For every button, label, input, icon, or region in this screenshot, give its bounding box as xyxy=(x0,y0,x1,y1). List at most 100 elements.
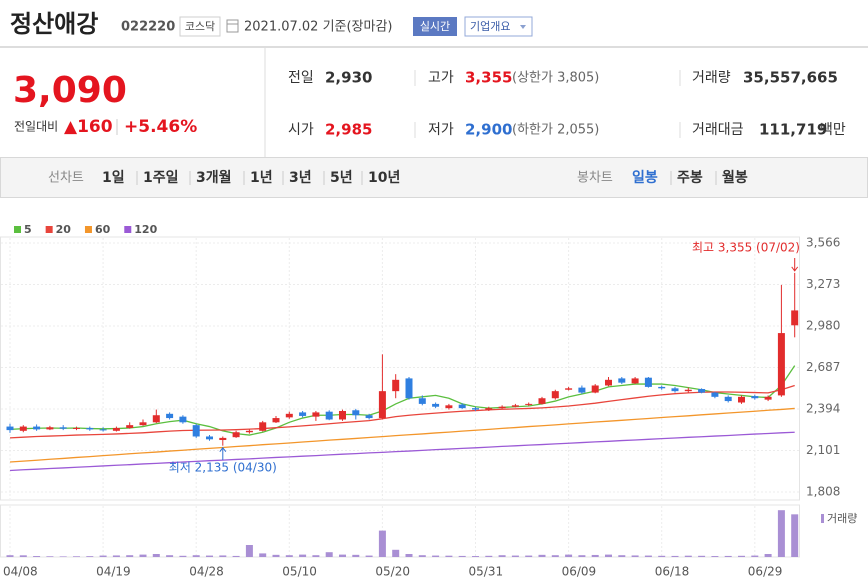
candle-body xyxy=(352,410,360,416)
candle-body xyxy=(538,398,546,404)
volume-bar xyxy=(485,555,493,557)
candle-body xyxy=(551,391,559,399)
volume-bar xyxy=(352,554,360,557)
candle-body xyxy=(112,427,120,431)
period-option[interactable]: 3년 xyxy=(289,170,312,186)
candle-body xyxy=(59,427,67,429)
period-option[interactable]: 월봉 xyxy=(722,169,748,186)
realtime-label[interactable]: 실시간 xyxy=(420,20,450,33)
candle-body xyxy=(405,378,413,399)
volume-bar xyxy=(777,510,785,557)
candle-body xyxy=(232,432,240,438)
volume-bar xyxy=(751,555,759,557)
volume-bar xyxy=(152,554,160,557)
price: 3,090 xyxy=(13,70,127,111)
low-arrow xyxy=(219,446,227,460)
period-option[interactable]: 3개월 xyxy=(196,169,232,186)
quote-label: 전일 xyxy=(288,70,314,86)
candle-body xyxy=(6,426,14,431)
volume-bar xyxy=(618,555,626,557)
candle-body xyxy=(791,310,799,326)
candle-body xyxy=(245,430,253,433)
candle-body xyxy=(312,412,320,417)
period-option[interactable]: 1년 xyxy=(250,170,273,186)
volume-bar xyxy=(259,553,267,557)
volume-bar xyxy=(631,555,639,557)
quote-label: 거래량 xyxy=(692,70,731,86)
y-tick-label: 1,808 xyxy=(806,485,840,499)
legend-swatch xyxy=(45,226,53,233)
candle-body xyxy=(339,410,346,420)
change-label: 전일대비 xyxy=(14,120,58,134)
volume-bar xyxy=(33,556,41,557)
volume-bar xyxy=(711,556,719,557)
candle-body xyxy=(472,408,479,410)
change-pct: +5.46% xyxy=(124,117,197,137)
volume-bar xyxy=(86,556,94,557)
period-label: 봉차트 xyxy=(577,171,613,186)
candle-body xyxy=(751,396,759,399)
x-tick-label: 05/10 xyxy=(282,565,317,579)
legend-label: 120 xyxy=(134,223,157,236)
volume-bar xyxy=(565,554,573,557)
volume-bar xyxy=(166,555,174,557)
legend-swatch xyxy=(14,226,21,233)
volume-bar xyxy=(219,555,227,557)
volume-bar xyxy=(192,555,200,557)
y-tick-label: 3,273 xyxy=(806,277,840,291)
stock-code: 022220 xyxy=(121,20,175,35)
candle-body xyxy=(285,413,293,418)
candle-body xyxy=(631,378,639,384)
candle-body xyxy=(126,425,134,428)
volume-bar xyxy=(126,555,134,557)
period-option[interactable]: 일봉 xyxy=(632,170,658,186)
candle-body xyxy=(671,388,679,392)
candle-body xyxy=(578,387,586,393)
candle-body xyxy=(166,413,174,419)
period-option[interactable]: 주봉 xyxy=(677,170,703,186)
volume-bar xyxy=(99,555,107,557)
candle-body xyxy=(711,392,719,397)
period-option[interactable]: 5년 xyxy=(330,170,353,186)
company-label[interactable]: 기업개요 xyxy=(470,20,510,33)
volume-bar xyxy=(59,556,67,557)
x-tick-label: 06/29 xyxy=(748,565,783,579)
realtime-button[interactable] xyxy=(413,17,457,36)
volume-bar xyxy=(791,514,799,557)
quote-value: 2,985 xyxy=(325,121,372,139)
company-button[interactable] xyxy=(464,16,533,37)
candle-body xyxy=(618,378,626,383)
volume-bar xyxy=(724,555,732,557)
volume-bar xyxy=(112,555,120,557)
candle-body xyxy=(219,437,227,441)
volume-bar xyxy=(591,554,599,557)
high-annotation: 최고 3,355 (07/02) xyxy=(692,241,800,255)
volume-bar xyxy=(378,530,386,557)
period-option[interactable]: 1일 xyxy=(102,170,125,186)
low-annotation: 최저 2,135 (04/30) xyxy=(169,461,277,475)
dropdown-arrow xyxy=(520,25,526,29)
volume-bar xyxy=(365,555,373,557)
volume-legend-swatch xyxy=(821,514,824,523)
legend-label: 5 xyxy=(24,223,32,236)
y-tick-label: 2,394 xyxy=(806,402,840,416)
x-tick-label: 05/31 xyxy=(469,565,504,579)
volume-bar xyxy=(6,555,14,557)
candle-body xyxy=(591,385,599,393)
change: ▲160 xyxy=(64,117,113,137)
volume-bar xyxy=(671,555,679,557)
quote-label: 시가 xyxy=(288,122,314,138)
candle-body xyxy=(378,391,386,419)
quote-value: 35,557,665 xyxy=(743,69,838,87)
x-tick-label: 06/09 xyxy=(562,565,597,579)
volume-bar xyxy=(405,554,413,557)
candle-body xyxy=(445,405,453,409)
quote-label: 저가 xyxy=(428,122,454,138)
period-option[interactable]: 1주일 xyxy=(143,170,179,186)
candle-body xyxy=(565,388,573,390)
quote-unit: 백만 xyxy=(820,122,846,138)
candle-body xyxy=(458,404,466,409)
period-option[interactable]: 10년 xyxy=(368,170,400,186)
period-group: 선차트 1일 1주일 3개월 1년 3년 5년 10년 봉차트 일봉 주봉 월봉 xyxy=(48,169,748,186)
ma-line xyxy=(9,384,795,439)
